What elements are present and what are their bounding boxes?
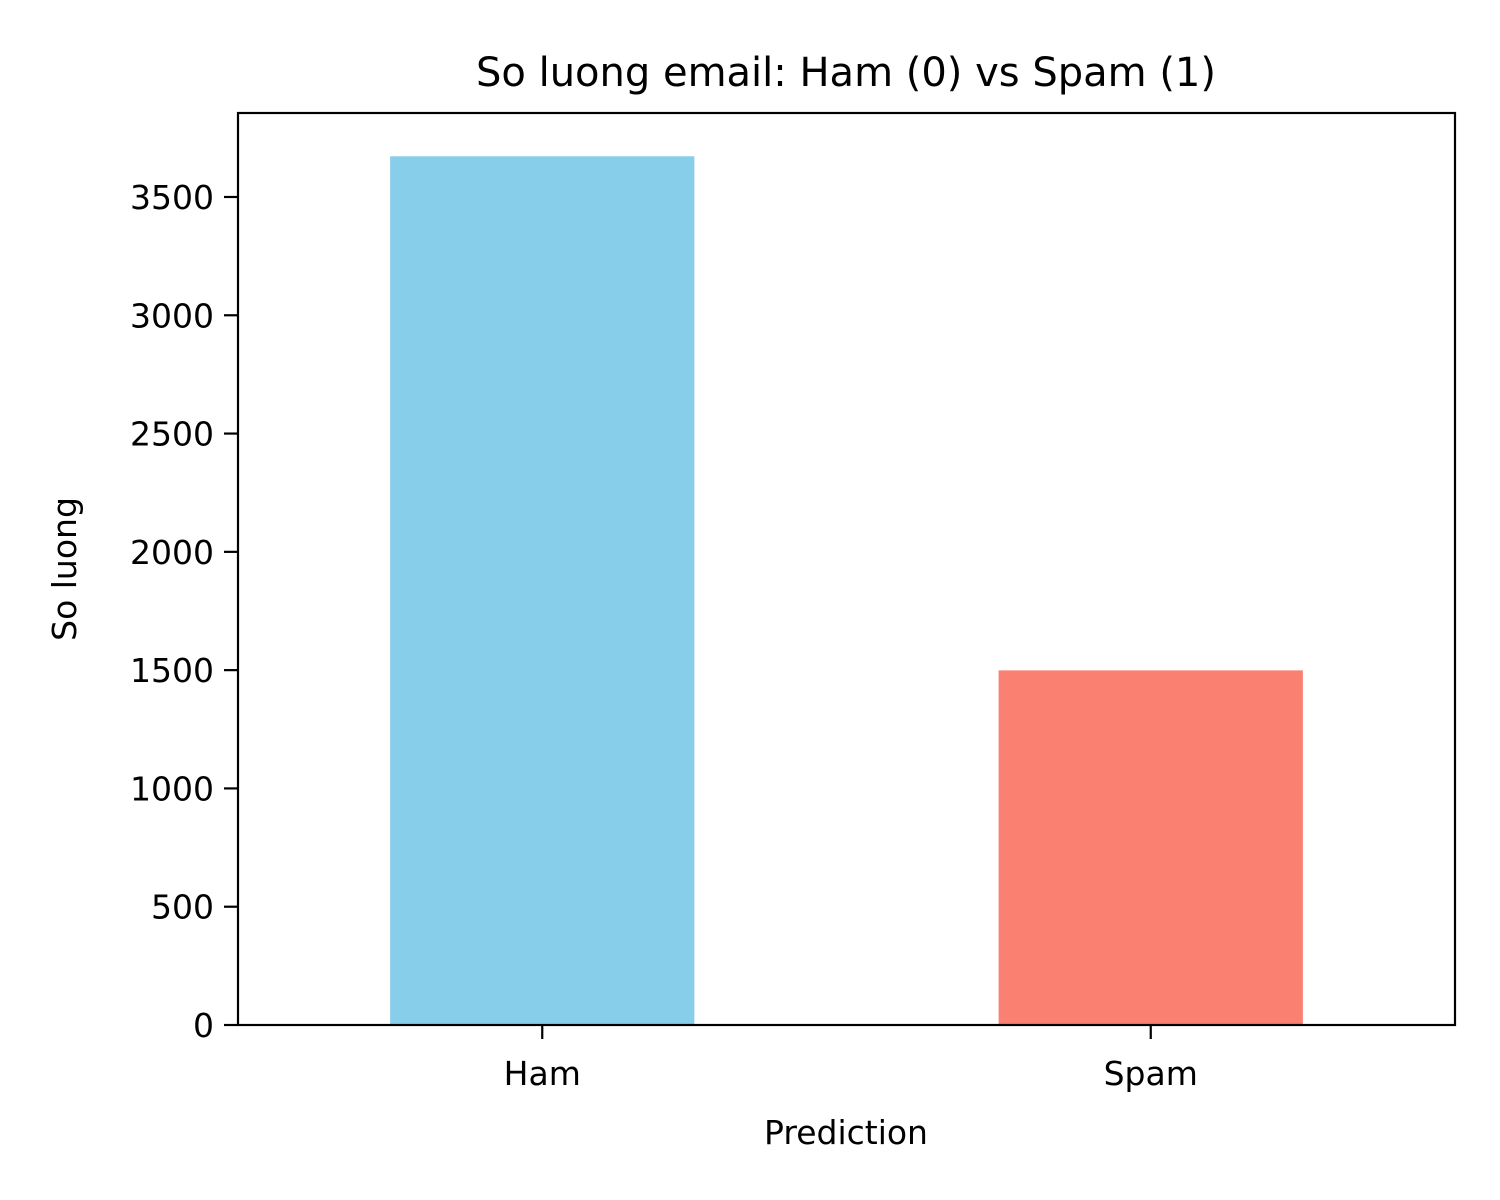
chart-title: So luong email: Ham (0) vs Spam (1): [476, 50, 1216, 96]
y-tick-label: 1500: [130, 651, 214, 690]
bar-ham: [390, 156, 695, 1025]
y-tick-label: 1000: [130, 769, 214, 808]
y-axis-ticks: 0 500 1000 1500 2000 2500 3000 3500: [130, 178, 238, 1045]
y-tick-label: 0: [193, 1006, 214, 1045]
y-tick-label: 500: [151, 888, 214, 927]
y-axis-title: So luong: [45, 497, 84, 641]
x-axis-title: Prediction: [764, 1113, 928, 1152]
plot-area-frame: [236, 111, 1457, 1027]
bar-spam: [998, 670, 1303, 1025]
bars-group: [390, 156, 1303, 1025]
x-tick-label: Spam: [1104, 1054, 1198, 1093]
y-tick-label: 3500: [130, 178, 214, 217]
y-tick-label: 2500: [130, 415, 214, 454]
y-tick-label: 2000: [130, 533, 214, 572]
x-tick-label: Ham: [504, 1054, 581, 1093]
x-axis-ticks: Ham Spam: [504, 1025, 1198, 1093]
y-tick-label: 3000: [130, 296, 214, 335]
